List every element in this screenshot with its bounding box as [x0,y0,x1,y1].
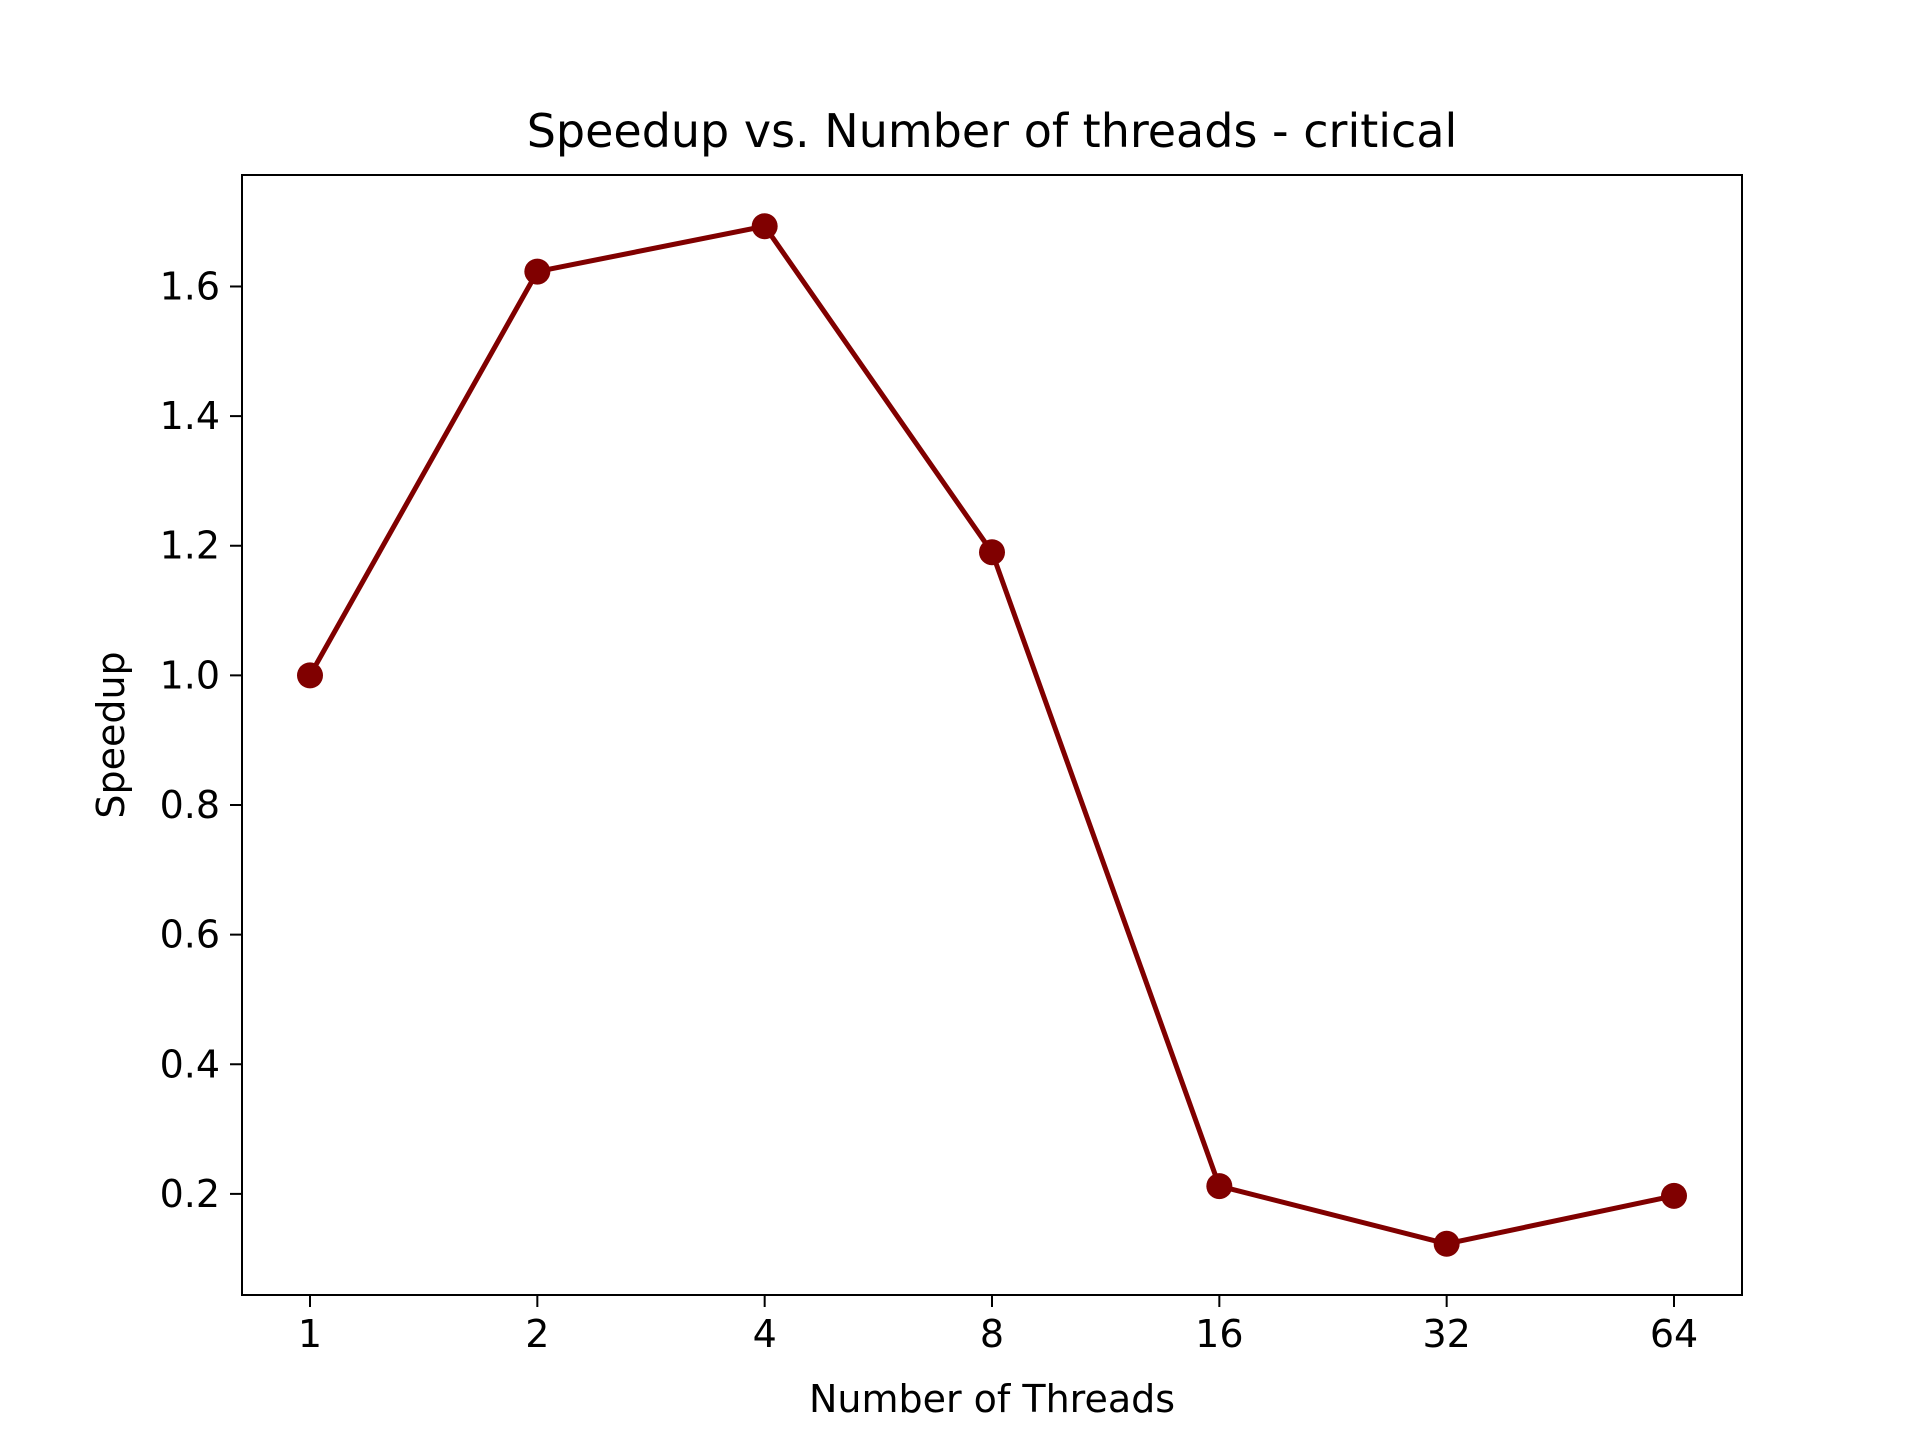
y-tick-label: 0.4 [160,1042,220,1086]
data-point-4 [751,213,778,240]
data-point-8 [979,539,1005,566]
x-axis-ticks: 1 2 4 8 16 32 64 [298,1295,1698,1356]
x-axis-label: Number of Threads [809,1377,1175,1421]
data-point-2 [524,258,551,285]
x-tick-label: 2 [525,1312,549,1356]
x-tick-label: 8 [980,1312,1004,1356]
y-tick-label: 0.6 [160,913,220,957]
x-tick-label: 32 [1422,1312,1470,1356]
data-point-16 [1206,1173,1233,1200]
y-tick-label: 1.2 [160,524,220,568]
y-axis-label: Speedup [89,651,133,818]
data-point-1 [297,662,323,689]
y-tick-label: 0.8 [160,783,220,827]
y-axis-ticks: 0.2 0.4 0.6 0.8 1.0 1.2 1.4 1.6 [160,264,242,1216]
x-tick-label: 64 [1650,1312,1698,1356]
series-layer [297,213,1687,1257]
y-tick-label: 1.6 [160,264,220,308]
x-tick-label: 16 [1195,1312,1243,1356]
y-tick-label: 1.4 [160,394,220,438]
data-point-32 [1433,1230,1460,1257]
chart-title: Speedup vs. Number of threads - critical [527,104,1458,158]
y-tick-label: 1.0 [160,653,220,697]
y-tick-label: 0.2 [160,1172,220,1216]
x-tick-label: 4 [753,1312,777,1356]
data-point-64 [1661,1182,1687,1209]
x-tick-label: 1 [298,1312,322,1356]
